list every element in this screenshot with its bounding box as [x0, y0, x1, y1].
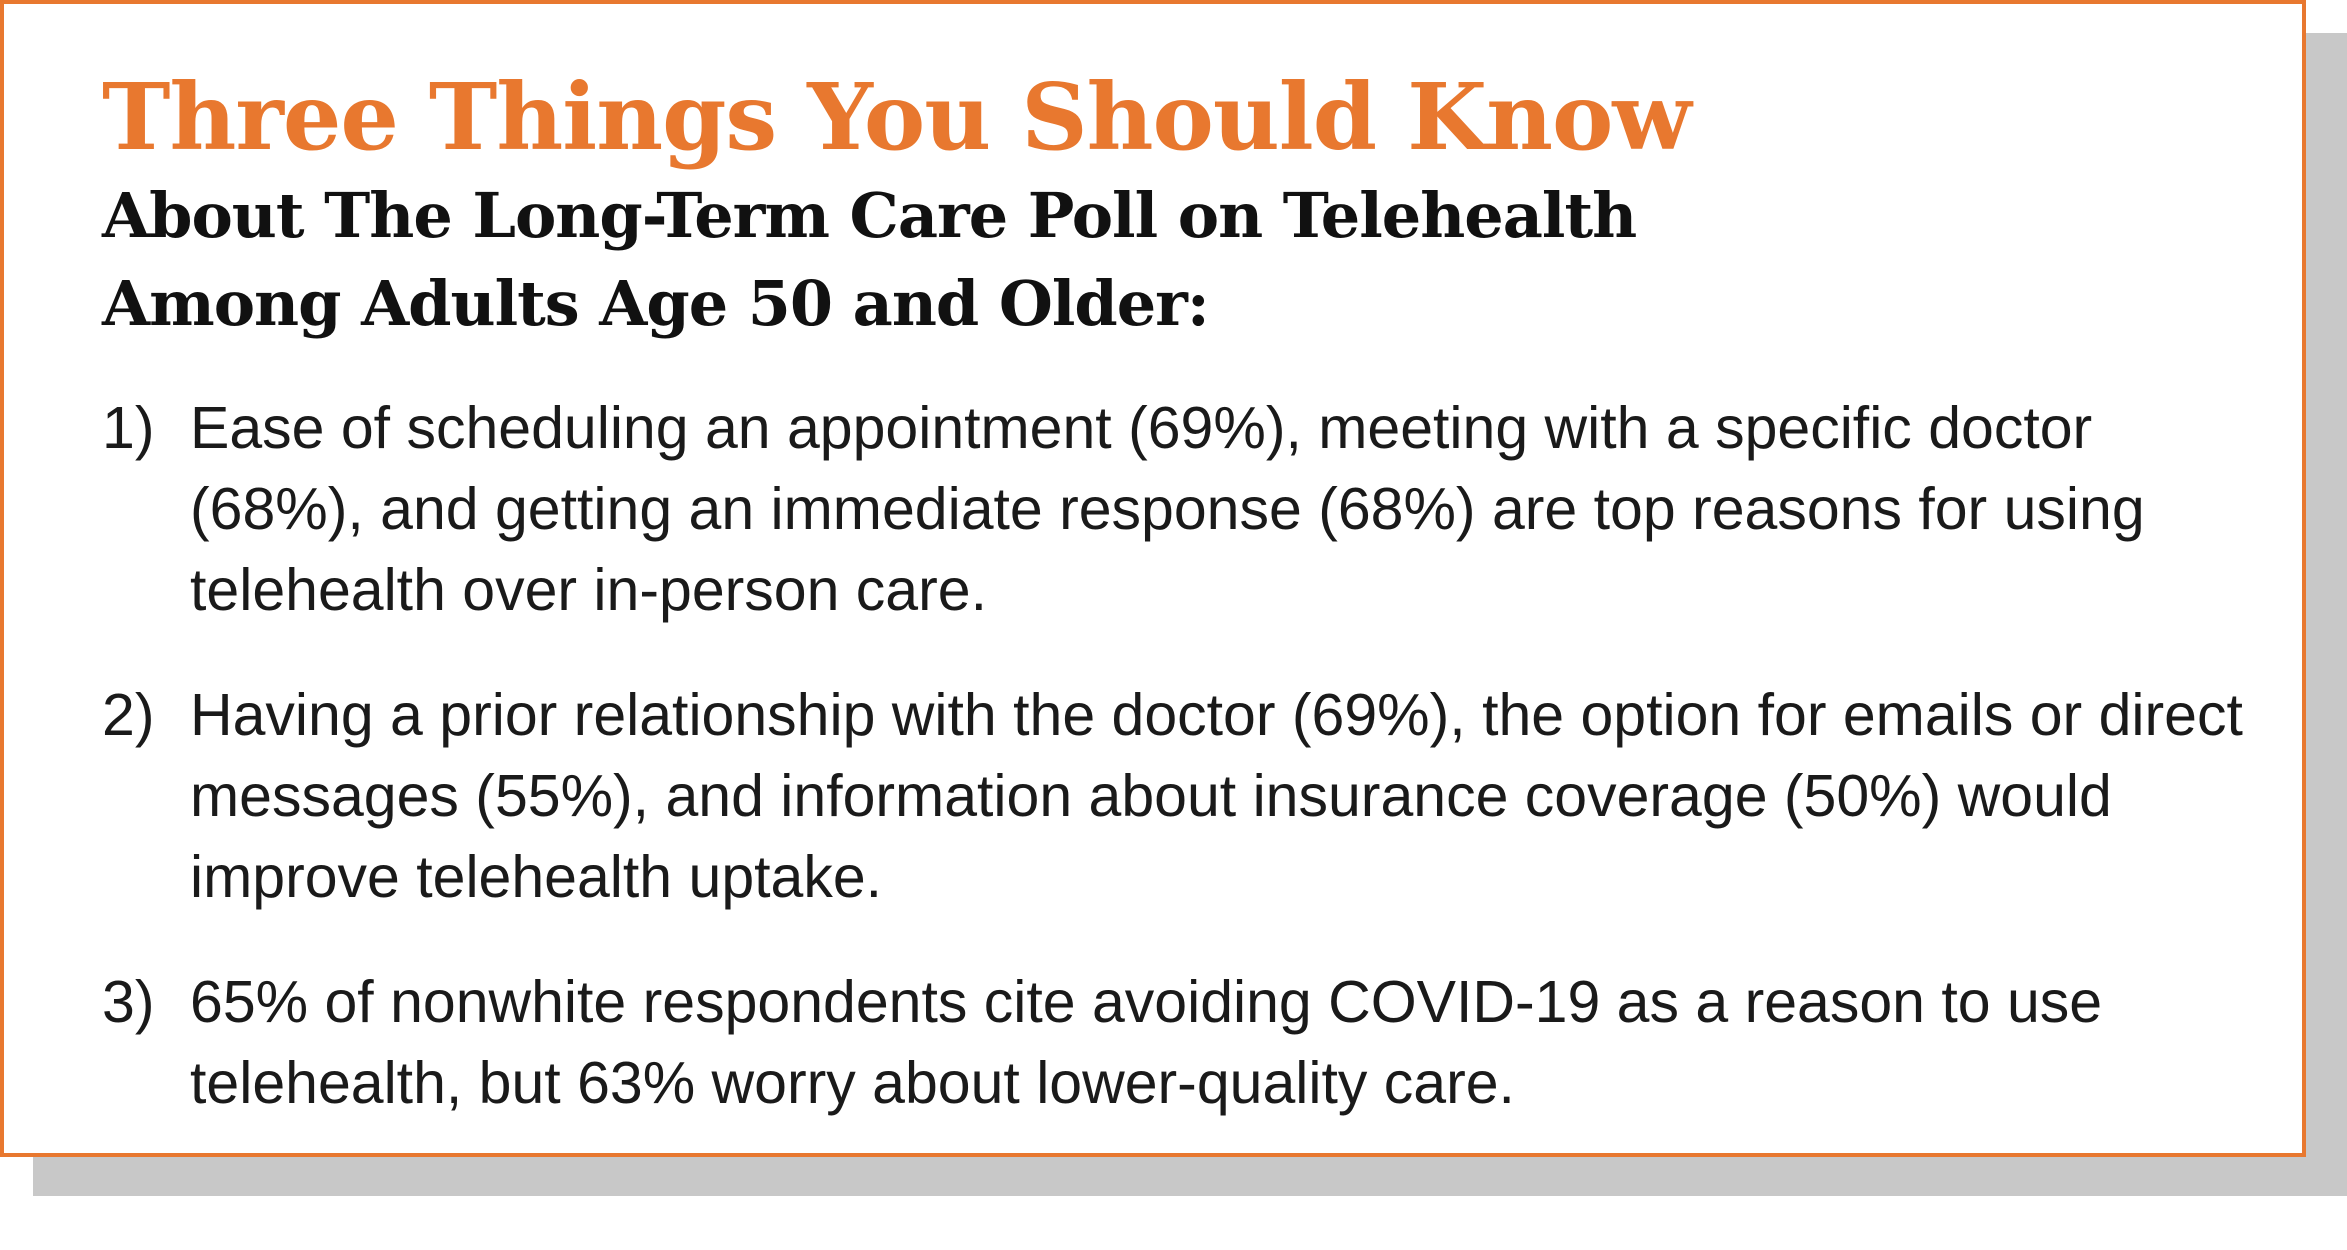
list-item: 2) Having a prior relationship with the … [102, 675, 2252, 918]
findings-list: 1) Ease of scheduling an appointment (69… [102, 388, 2252, 1168]
subtitle-line-1: About The Long-Term Care Poll on Telehea… [102, 179, 1637, 252]
item-number: 1) [102, 395, 155, 461]
item-number: 2) [102, 682, 155, 748]
card-title: Three Things You Should Know [102, 63, 1692, 171]
item-text: Ease of scheduling an appointment (69%),… [190, 395, 2145, 623]
subtitle-line-2: Among Adults Age 50 and Older: [102, 267, 1210, 340]
list-item: 1) Ease of scheduling an appointment (69… [102, 388, 2252, 631]
list-item: 3) 65% of nonwhite respondents cite avoi… [102, 962, 2252, 1124]
item-text: 65% of nonwhite respondents cite avoidin… [190, 969, 2103, 1116]
item-number: 3) [102, 969, 155, 1035]
item-text: Having a prior relationship with the doc… [190, 682, 2243, 910]
info-card: Three Things You Should Know About The L… [0, 0, 2306, 1157]
card-subtitle: About The Long-Term Care Poll on Telehea… [102, 172, 1637, 348]
